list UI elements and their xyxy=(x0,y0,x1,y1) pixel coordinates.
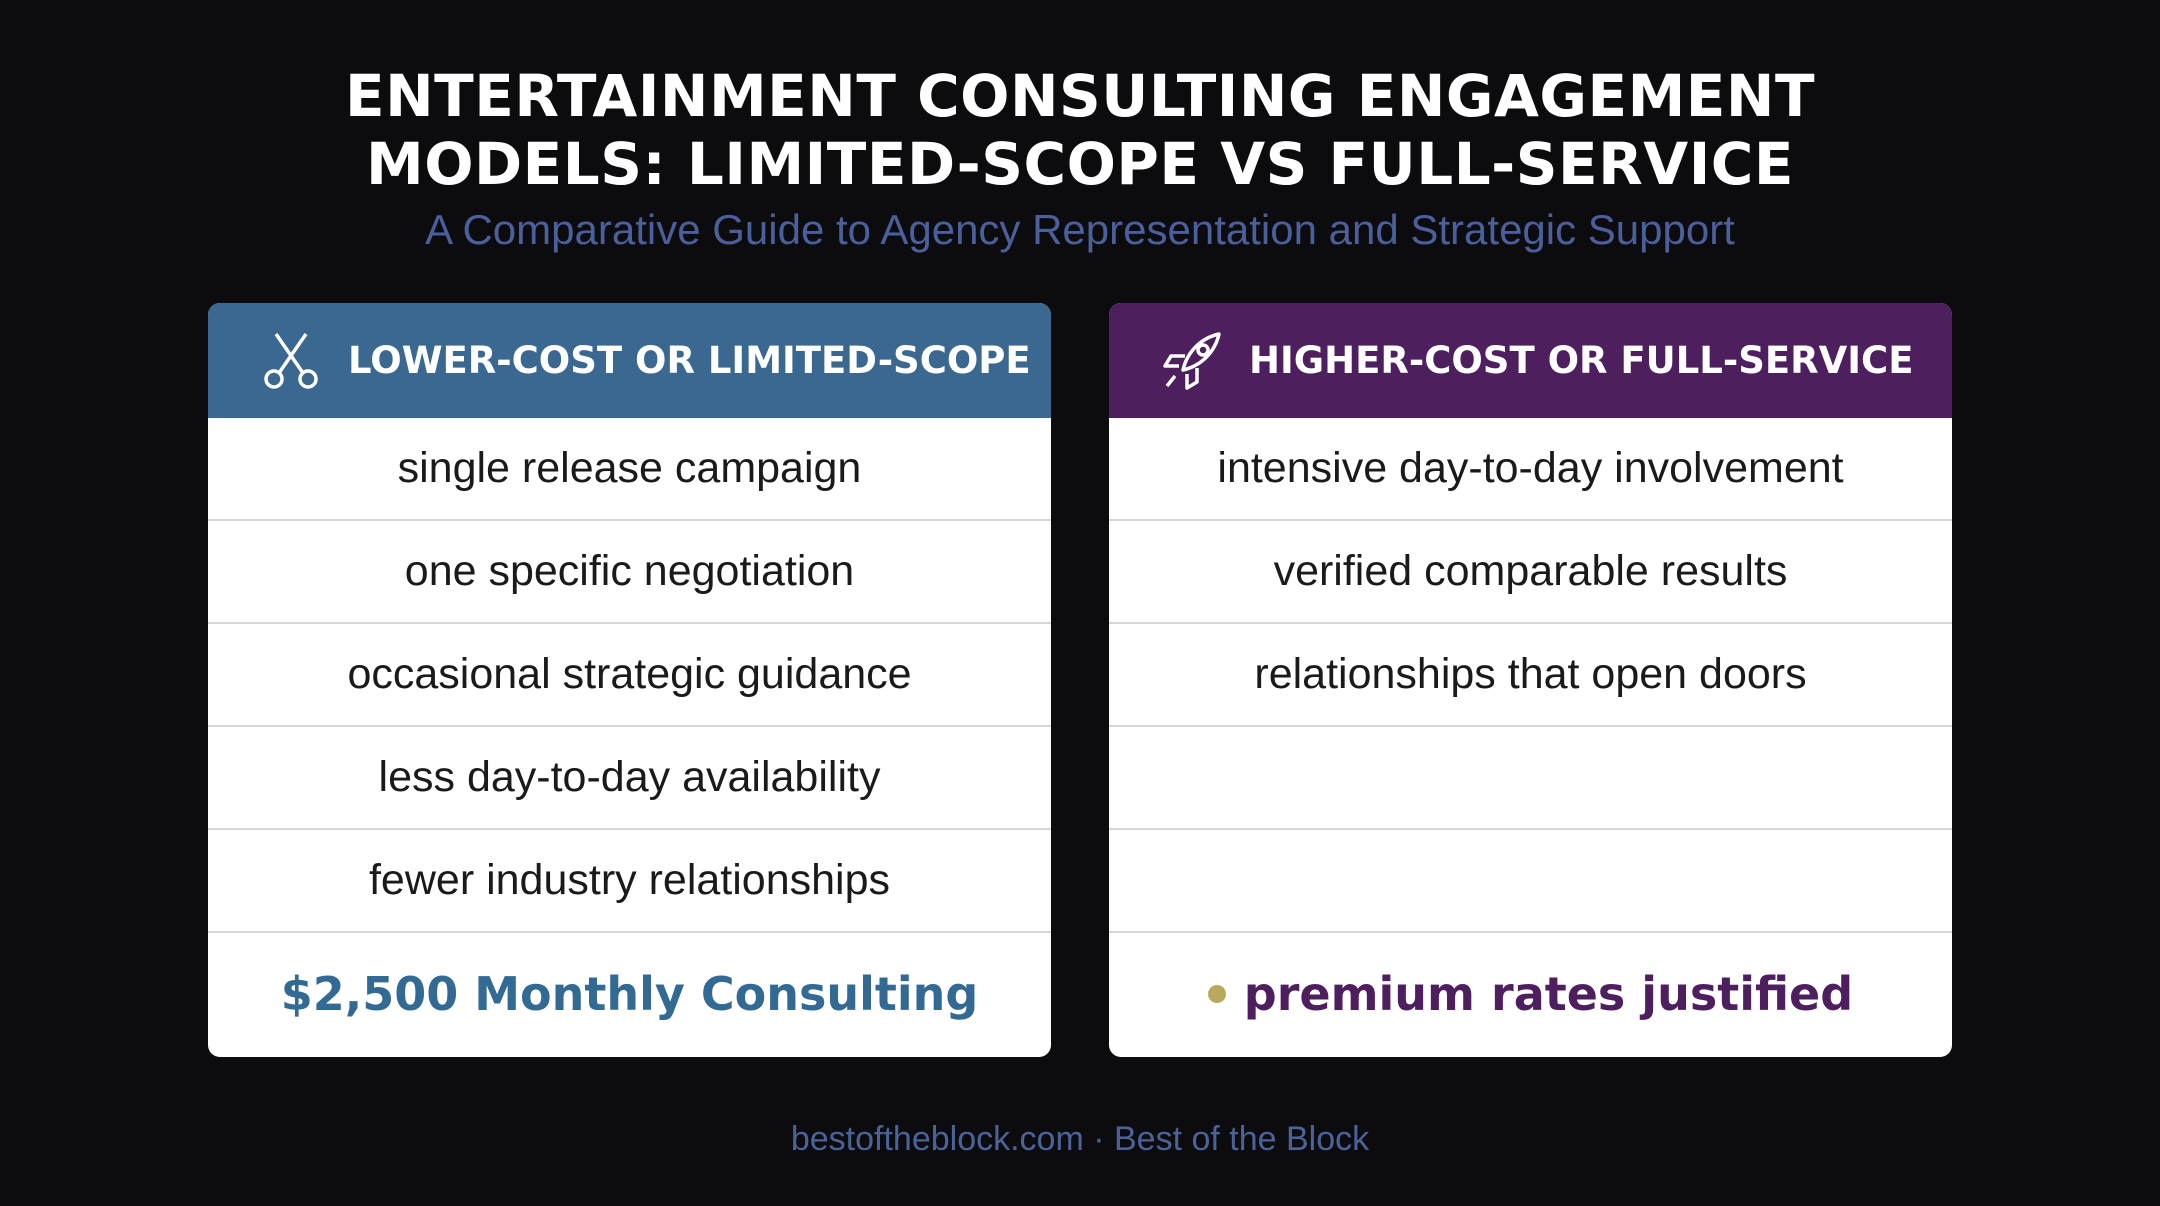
column-footer: $2,500 Monthly Consulting xyxy=(208,933,1051,1054)
site-footer: bestoftheblock.com · Best of the Block xyxy=(790,1120,1370,1158)
row: occasional strategic guidance xyxy=(208,624,1051,727)
footer-text: premium rates justified xyxy=(1243,966,1854,1021)
column-header: LOWER-COST OR LIMITED-SCOPE xyxy=(208,303,1051,418)
row-list: single release campaign one specific nego… xyxy=(208,418,1051,933)
row: one specific negotiation xyxy=(208,521,1051,624)
row: relationships that open doors xyxy=(1109,624,1952,727)
row-list: intensive day-to-day involvement verified… xyxy=(1109,418,1952,933)
rocket-icon xyxy=(1163,331,1221,390)
scissors-icon xyxy=(264,332,318,389)
subtitle: A Comparative Guide to Agency Representa… xyxy=(425,206,1735,253)
title-line: ENTERTAINMENT CONSULTING ENGAGEMENT xyxy=(344,62,1816,130)
column-header: HIGHER-COST OR FULL-SERVICE xyxy=(1109,303,1952,418)
row: intensive day-to-day involvement xyxy=(1109,418,1952,521)
title-line: MODELS: LIMITED-SCOPE VS FULL-SERVICE xyxy=(366,130,1794,198)
column-card: HIGHER-COST OR FULL-SERVICE intensive da… xyxy=(1109,303,1952,1057)
row xyxy=(1109,727,1952,830)
row xyxy=(1109,830,1952,933)
row: verified comparable results xyxy=(1109,521,1952,624)
row: less day-to-day availability xyxy=(208,727,1051,830)
column-heading: HIGHER-COST OR FULL-SERVICE xyxy=(1249,339,1914,382)
column-heading: LOWER-COST OR LIMITED-SCOPE xyxy=(348,339,1031,382)
row: fewer industry relationships xyxy=(208,830,1051,933)
title: ENTERTAINMENT CONSULTING ENGAGEMENT MODE… xyxy=(0,62,2160,198)
footer-text: $2,500 Monthly Consulting xyxy=(280,966,979,1021)
bullet xyxy=(1207,984,1226,1003)
row: single release campaign xyxy=(208,418,1051,521)
column-footer: premium rates justified xyxy=(1109,933,1952,1054)
column-card: LOWER-COST OR LIMITED-SCOPE single relea… xyxy=(208,303,1051,1057)
